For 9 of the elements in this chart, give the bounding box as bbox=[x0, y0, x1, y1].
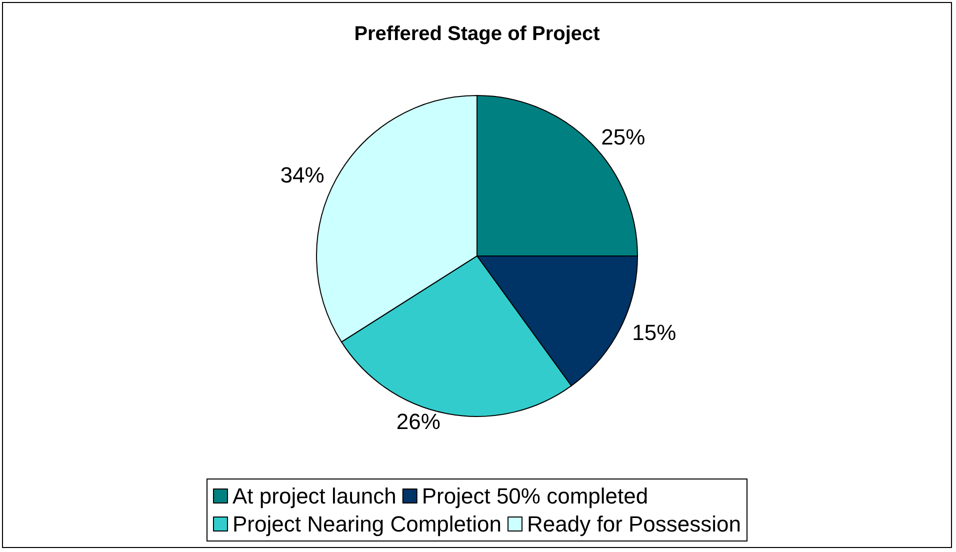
data-label: 25% bbox=[601, 124, 646, 150]
legend-label: Project 50% completed bbox=[422, 484, 648, 508]
legend-label: Ready for Possession bbox=[527, 512, 742, 536]
data-label: 34% bbox=[280, 162, 324, 188]
data-label: 15% bbox=[632, 320, 676, 345]
chart-title: Preffered Stage of Project bbox=[354, 23, 600, 45]
legend-label: At project launch bbox=[232, 484, 396, 508]
legend-label: Project Nearing Completion bbox=[232, 512, 502, 536]
data-label: 26% bbox=[396, 408, 440, 434]
